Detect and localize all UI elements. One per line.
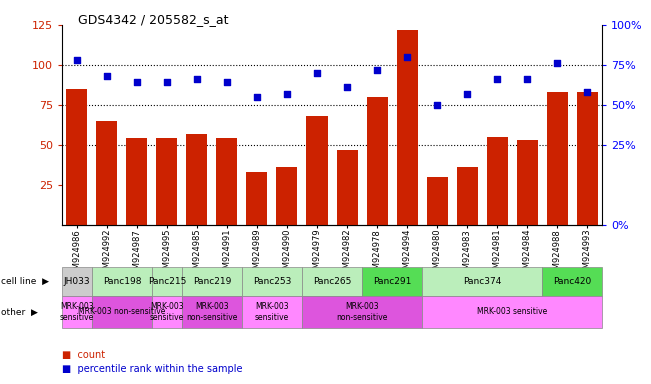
Text: Panc198: Panc198 — [103, 277, 141, 286]
Text: Panc215: Panc215 — [148, 277, 186, 286]
Text: ■  count: ■ count — [62, 350, 105, 360]
Point — [432, 102, 442, 108]
Text: MRK-003
sensitive: MRK-003 sensitive — [255, 302, 289, 322]
Text: other  ▶: other ▶ — [1, 308, 38, 316]
Bar — [577, 92, 598, 225]
Point — [492, 76, 503, 82]
Bar — [186, 134, 208, 225]
Point — [282, 91, 292, 97]
Point — [342, 84, 352, 90]
Bar — [367, 97, 387, 225]
Text: Panc291: Panc291 — [373, 277, 411, 286]
Bar — [486, 137, 508, 225]
Point — [252, 94, 262, 100]
Bar — [517, 140, 538, 225]
Point — [191, 76, 202, 82]
Bar — [426, 177, 448, 225]
Point — [582, 89, 592, 95]
Point — [462, 91, 473, 97]
Bar — [277, 167, 298, 225]
Point — [102, 73, 112, 79]
Text: GDS4342 / 205582_s_at: GDS4342 / 205582_s_at — [78, 13, 229, 26]
Text: MRK-003 non-sensitive: MRK-003 non-sensitive — [78, 308, 165, 316]
Text: MRK-003
non-sensitive: MRK-003 non-sensitive — [337, 302, 388, 322]
Text: MRK-003 sensitive: MRK-003 sensitive — [477, 308, 547, 316]
Bar — [337, 149, 357, 225]
Text: MRK-003
sensitive: MRK-003 sensitive — [60, 302, 94, 322]
Bar — [96, 121, 117, 225]
Bar — [247, 172, 268, 225]
Bar — [396, 30, 417, 225]
Text: Panc253: Panc253 — [253, 277, 291, 286]
Point — [552, 60, 562, 66]
Point — [161, 79, 172, 86]
Bar — [126, 138, 147, 225]
Bar — [547, 92, 568, 225]
Text: MRK-003
non-sensitive: MRK-003 non-sensitive — [186, 302, 238, 322]
Point — [372, 66, 382, 73]
Point — [132, 79, 142, 86]
Text: ■  percentile rank within the sample: ■ percentile rank within the sample — [62, 364, 242, 374]
Bar — [66, 89, 87, 225]
Point — [72, 57, 82, 63]
Point — [312, 70, 322, 76]
Text: Panc265: Panc265 — [313, 277, 351, 286]
Bar — [216, 138, 238, 225]
Text: cell line  ▶: cell line ▶ — [1, 277, 49, 286]
Text: Panc219: Panc219 — [193, 277, 231, 286]
Point — [222, 79, 232, 86]
Point — [522, 76, 533, 82]
Text: Panc374: Panc374 — [463, 277, 501, 286]
Text: JH033: JH033 — [64, 277, 90, 286]
Text: Panc420: Panc420 — [553, 277, 591, 286]
Bar — [456, 167, 478, 225]
Bar — [307, 116, 327, 225]
Point — [402, 54, 412, 60]
Bar — [156, 138, 178, 225]
Text: MRK-003
sensitive: MRK-003 sensitive — [150, 302, 184, 322]
